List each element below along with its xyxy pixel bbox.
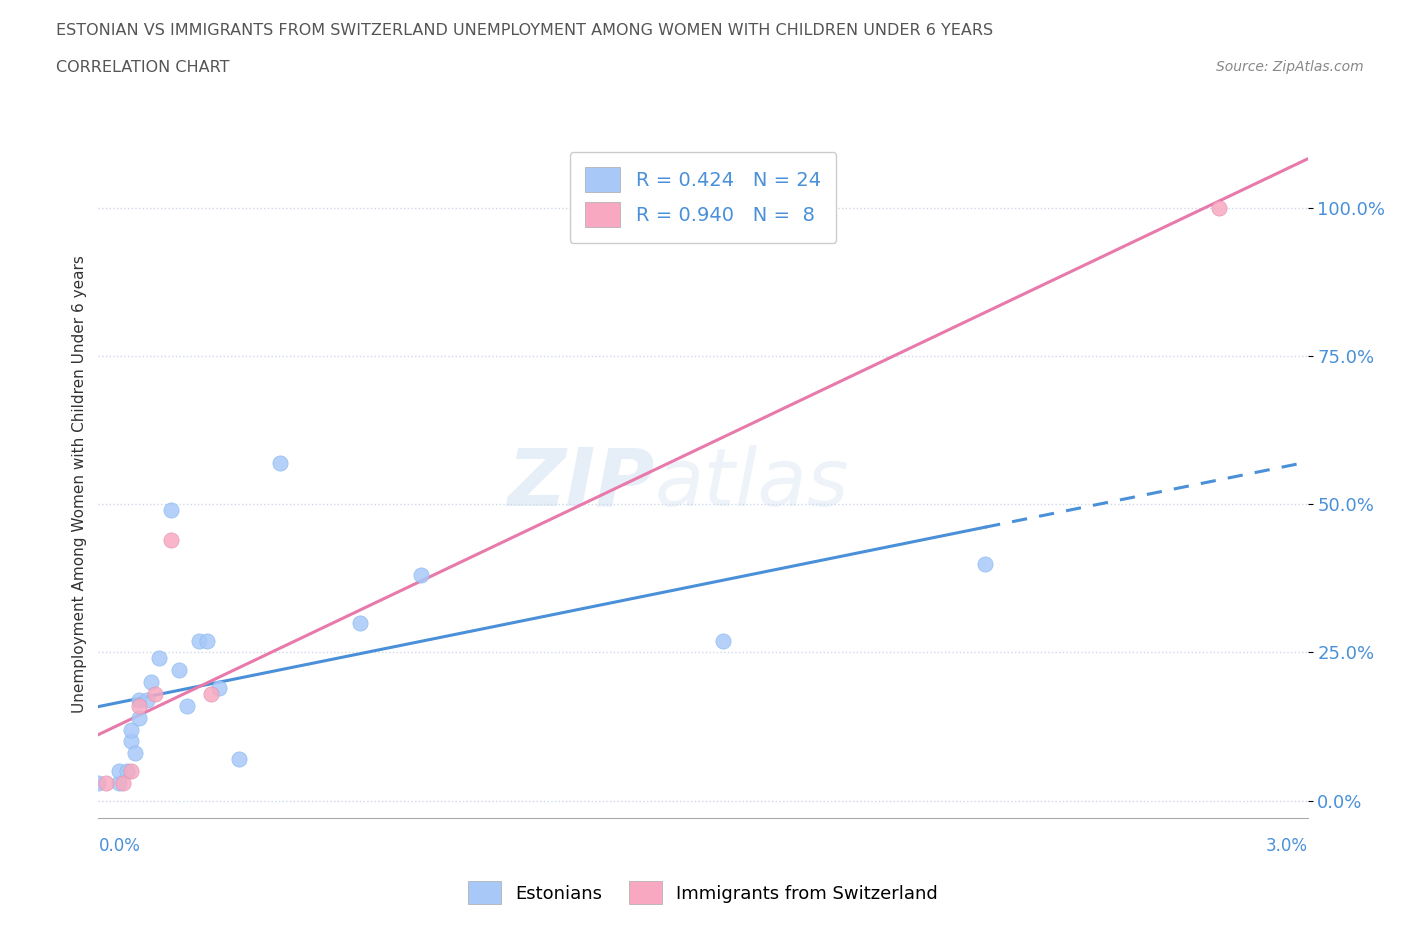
- Point: [107, 764, 129, 778]
- Point: [974, 556, 997, 571]
- Point: [195, 633, 218, 648]
- Point: [409, 568, 432, 583]
- Point: [208, 681, 231, 696]
- Point: [200, 686, 222, 701]
- Legend: R = 0.424   N = 24, R = 0.940   N =  8: R = 0.424 N = 24, R = 0.940 N = 8: [569, 152, 837, 243]
- Text: CORRELATION CHART: CORRELATION CHART: [56, 60, 229, 75]
- Point: [1208, 201, 1230, 216]
- Point: [228, 751, 250, 766]
- Point: [87, 776, 110, 790]
- Text: atlas: atlas: [655, 445, 849, 523]
- Point: [148, 651, 170, 666]
- Point: [349, 616, 371, 631]
- Point: [269, 456, 291, 471]
- Point: [107, 776, 129, 790]
- Text: ESTONIAN VS IMMIGRANTS FROM SWITZERLAND UNEMPLOYMENT AMONG WOMEN WITH CHILDREN U: ESTONIAN VS IMMIGRANTS FROM SWITZERLAND …: [56, 23, 994, 38]
- Point: [139, 674, 162, 689]
- Point: [124, 746, 146, 761]
- Point: [120, 734, 142, 749]
- Point: [120, 722, 142, 737]
- Point: [128, 711, 150, 725]
- Point: [143, 686, 166, 701]
- Point: [176, 698, 198, 713]
- Text: 0.0%: 0.0%: [98, 837, 141, 855]
- Point: [128, 693, 150, 708]
- Point: [160, 533, 183, 548]
- Y-axis label: Unemployment Among Women with Children Under 6 years: Unemployment Among Women with Children U…: [72, 255, 87, 712]
- Text: 3.0%: 3.0%: [1265, 837, 1308, 855]
- Point: [160, 503, 183, 518]
- Point: [96, 776, 118, 790]
- Point: [120, 764, 142, 778]
- Point: [711, 633, 734, 648]
- Point: [188, 633, 211, 648]
- Point: [128, 698, 150, 713]
- Legend: Estonians, Immigrants from Switzerland: Estonians, Immigrants from Switzerland: [461, 874, 945, 911]
- Text: ZIP: ZIP: [508, 445, 655, 523]
- Point: [115, 764, 138, 778]
- Point: [111, 776, 134, 790]
- Point: [135, 693, 157, 708]
- Point: [167, 663, 190, 678]
- Text: Source: ZipAtlas.com: Source: ZipAtlas.com: [1216, 60, 1364, 74]
